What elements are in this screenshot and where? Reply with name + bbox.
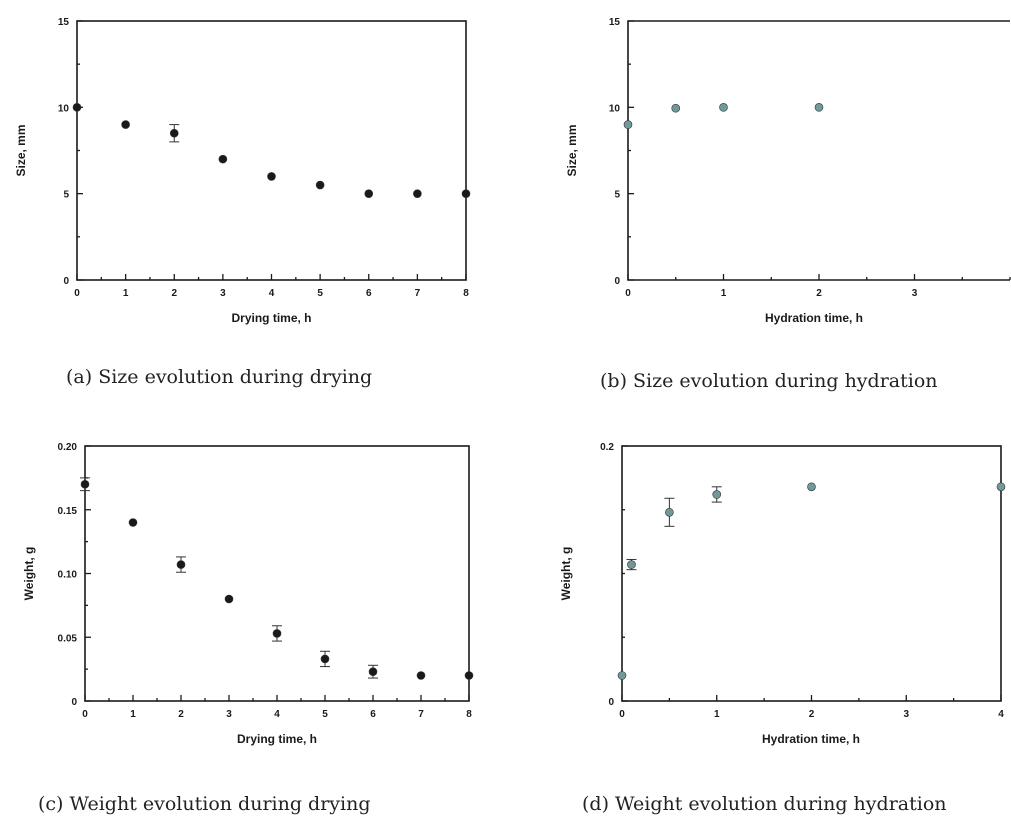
x-tick-label: 1 [714,709,720,720]
data-point [719,103,728,112]
data-point [128,518,138,527]
x-tick-label: 4 [269,288,275,299]
x-tick-label: 2 [816,288,822,299]
y-tick-label: 0.2 [600,442,614,453]
y-tick-label: 15 [58,17,70,28]
x-tick-label: 7 [415,288,421,299]
caption-c: (c) Weight evolution during drying [38,793,371,815]
chart-a: 0 1 2 3 4 5 6 7 8 0 5 10 15 Drying time, h Size, mm [14,17,471,325]
x-tick-label: 3 [220,288,226,299]
data-point [814,103,824,112]
data-point [218,154,228,164]
data-point [413,189,422,198]
data-point [267,172,276,181]
x-tick-label: 2 [809,709,815,720]
data-point [121,120,130,129]
data-point [169,128,179,138]
x-axis-title: Drying time, h [237,732,317,746]
data-point [807,482,816,492]
data-point [364,189,374,198]
chart-d: 0 1 2 3 4 0 0.2 Hydration time, h Weight, g [559,442,1006,746]
x-tick-label: 2 [178,709,184,720]
chart-c: 0 1 2 3 4 5 6 7 8 0 0.05 0.10 0.15 0.20 Drying time, h… [22,442,474,746]
y-axis-title: Size, mm [565,124,579,176]
data-point [80,479,90,489]
x-tick-label: 7 [418,709,424,720]
data-point [627,560,636,569]
x-axis-title: Hydration time, h [765,311,863,325]
plot-frame [76,20,467,281]
data-point [712,490,722,499]
y-tick-label: 0.05 [58,633,78,644]
data-point [671,103,681,113]
x-tick-label: 3 [226,709,232,720]
x-tick-label: 0 [82,709,88,720]
x-tick-label: 8 [466,709,472,720]
y-tick-label: 0.10 [58,570,78,581]
x-tick-label: 8 [463,288,469,299]
data-point [72,103,82,112]
data-point [315,180,325,190]
plot-frame [627,20,1010,281]
x-tick-label: 1 [130,709,136,720]
y-tick-label: 5 [614,190,620,201]
y-tick-label: 0 [63,276,69,287]
y-tick-label: 0 [71,697,77,708]
plot-frame [84,445,470,702]
data-point [224,594,234,604]
x-axis-title: Hydration time, h [762,732,860,746]
x-tick-label: 4 [274,709,280,720]
data-point [368,667,378,676]
y-tick-label: 10 [609,103,621,114]
x-tick-label: 1 [123,288,129,299]
caption-b: (b) Size evolution during hydration [600,370,938,392]
y-tick-label: 0 [614,276,620,287]
y-tick-label: 15 [609,17,621,28]
x-tick-label: 3 [912,288,918,299]
x-axis-title: Drying time, h [231,311,311,325]
y-tick-label: 5 [63,190,69,201]
y-tick-label: 10 [58,103,70,114]
x-tick-label: 6 [366,288,372,299]
data-point [176,560,186,569]
x-tick-label: 0 [74,288,80,299]
data-point [461,189,471,198]
y-axis-title: Weight, g [22,547,36,601]
caption-d: (d) Weight evolution during hydration [582,793,947,815]
y-tick-label: 0.20 [58,442,78,453]
x-tick-label: 5 [322,709,328,720]
y-axis-title: Weight, g [559,547,573,601]
y-tick-label: 0.15 [58,506,78,517]
data-point [416,671,426,680]
data-point [996,482,1006,492]
data-point [272,629,282,638]
data-point [623,120,633,129]
x-tick-label: 0 [619,709,625,720]
x-tick-label: 3 [903,709,909,720]
x-tick-label: 5 [317,288,323,299]
data-point [617,671,627,680]
x-tick-label: 1 [721,288,727,299]
data-point [320,654,330,664]
x-tick-label: 6 [370,709,376,720]
chart-b: 0 1 2 3 0 5 10 15 Hydration time, h Size, mm [565,17,1011,325]
data-point [665,507,674,517]
x-tick-label: 0 [625,288,631,299]
y-tick-label: 0 [608,697,614,708]
data-point [464,671,474,680]
y-axis-title: Size, mm [14,124,28,176]
x-tick-label: 2 [171,288,177,299]
x-tick-label: 4 [998,709,1004,720]
caption-a: (a) Size evolution during drying [66,366,373,388]
